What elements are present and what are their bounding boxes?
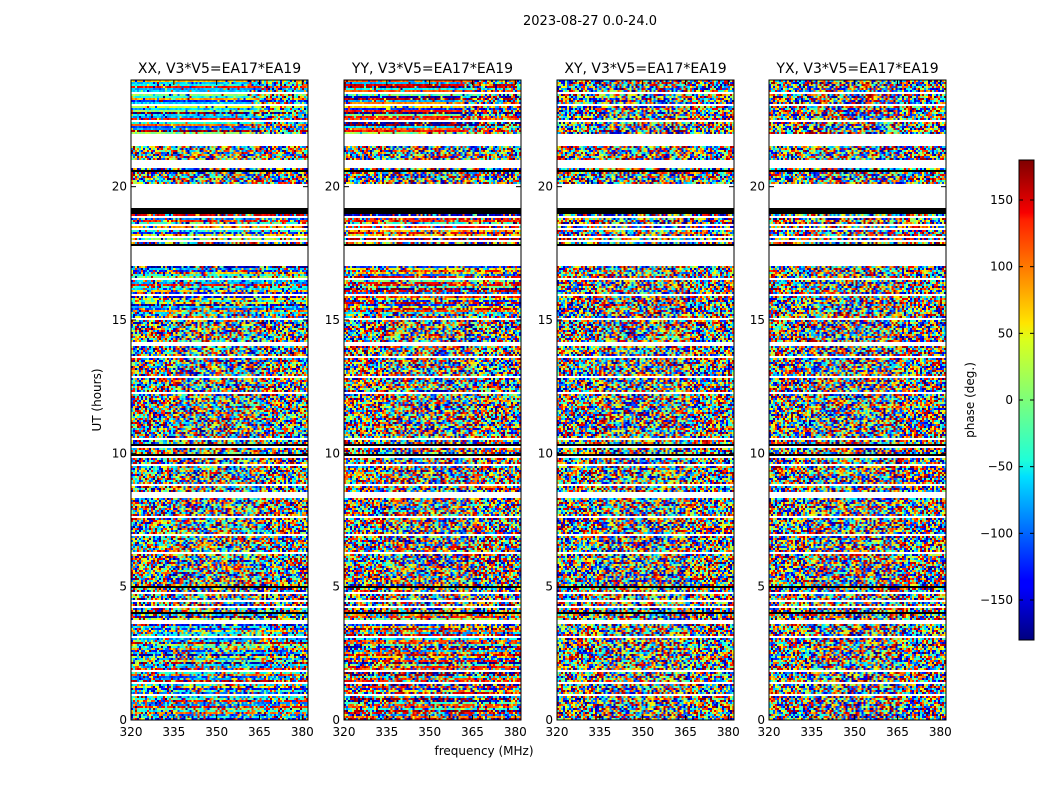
y-tick-label: 20: [538, 180, 553, 194]
y-tick-label: 0: [332, 713, 340, 727]
y-tick-label: 15: [112, 313, 127, 327]
y-tick-label: 5: [332, 580, 340, 594]
colorbar-tick-label: 0: [1005, 393, 1013, 407]
y-tick-label: 20: [750, 180, 765, 194]
panel-yx-frame: [768, 79, 947, 721]
panel-xy: XY, V3*V5=EA17*EA19 320 335 350 365 380 0 5 10 15…: [538, 61, 740, 739]
y-tick-label: 0: [119, 713, 127, 727]
colorbar-tick-label: 150: [990, 193, 1013, 207]
x-tick-label: 380: [504, 725, 527, 739]
colorbar-tick-label: −150: [980, 593, 1013, 607]
y-tick-label: 15: [538, 313, 553, 327]
x-tick-label: 380: [929, 725, 952, 739]
colorbar-tick-label: 100: [990, 260, 1013, 274]
x-tick-label: 350: [205, 725, 228, 739]
panel-yx-phase-image: [769, 80, 946, 720]
x-tick-label: 320: [333, 725, 356, 739]
y-tick-label: 10: [538, 446, 553, 460]
panel-yx: YX, V3*V5=EA17*EA19 320 335 350 365 380 0 5 10 15…: [750, 61, 952, 739]
y-tick-label: 15: [325, 313, 340, 327]
y-tick-label: 10: [112, 446, 127, 460]
x-tick-label: 380: [717, 725, 740, 739]
x-tick-label: 350: [418, 725, 441, 739]
panel-xy-phase-image: [557, 80, 734, 720]
x-tick-label: 350: [843, 725, 866, 739]
panel-xx: XX, V3*V5=EA17*EA19 320 335 350 365 380 0 5 10 15…: [112, 61, 314, 739]
y-axis-label: UT (hours): [90, 368, 104, 431]
x-tick-label: 335: [375, 725, 398, 739]
x-tick-label: 365: [461, 725, 484, 739]
panel-xx-phase-image: [131, 80, 308, 720]
x-tick-label: 365: [886, 725, 909, 739]
panel-yy-phase-image: [344, 80, 521, 720]
x-axis-label: frequency (MHz): [434, 744, 533, 758]
panel-xy-frame: [556, 79, 735, 721]
colorbar-tick-label: 50: [998, 326, 1013, 340]
y-tick-label: 5: [545, 580, 553, 594]
y-tick-label: 20: [112, 180, 127, 194]
x-tick-label: 320: [120, 725, 143, 739]
colorbar-label: phase (deg.): [963, 362, 977, 438]
x-tick-label: 335: [800, 725, 823, 739]
y-tick-label: 0: [757, 713, 765, 727]
y-tick-label: 5: [119, 580, 127, 594]
x-tick-label: 350: [631, 725, 654, 739]
y-tick-label: 5: [757, 580, 765, 594]
x-tick-label: 335: [162, 725, 185, 739]
panel-title: XX, V3*V5=EA17*EA19: [138, 61, 301, 77]
panel-yy: YY, V3*V5=EA17*EA19 320 335 350 365 380 0 5 10 15…: [325, 61, 527, 739]
x-tick-label: 365: [248, 725, 271, 739]
y-tick-label: 10: [750, 446, 765, 460]
panel-title: XY, V3*V5=EA17*EA19: [564, 61, 726, 77]
x-tick-label: 380: [291, 725, 314, 739]
y-tick-label: 0: [545, 713, 553, 727]
x-tick-label: 320: [758, 725, 781, 739]
x-tick-label: 320: [546, 725, 569, 739]
colorbar: −150 −100 −50 0 50 100 150 phase (deg.): [963, 159, 1035, 641]
panel-title: YY, V3*V5=EA17*EA19: [351, 61, 513, 77]
x-tick-label: 335: [588, 725, 611, 739]
panel-title: YX, V3*V5=EA17*EA19: [775, 61, 938, 77]
colorbar-tick-label: −100: [980, 526, 1013, 540]
x-tick-label: 365: [674, 725, 697, 739]
y-tick-label: 20: [325, 180, 340, 194]
figure-title: 2023-08-27 0.0-24.0: [523, 14, 657, 29]
colorbar-tick-label: −50: [988, 460, 1013, 474]
panel-xx-frame: [130, 79, 309, 721]
y-tick-label: 15: [750, 313, 765, 327]
y-tick-label: 10: [325, 446, 340, 460]
panel-yy-frame: [343, 79, 522, 721]
